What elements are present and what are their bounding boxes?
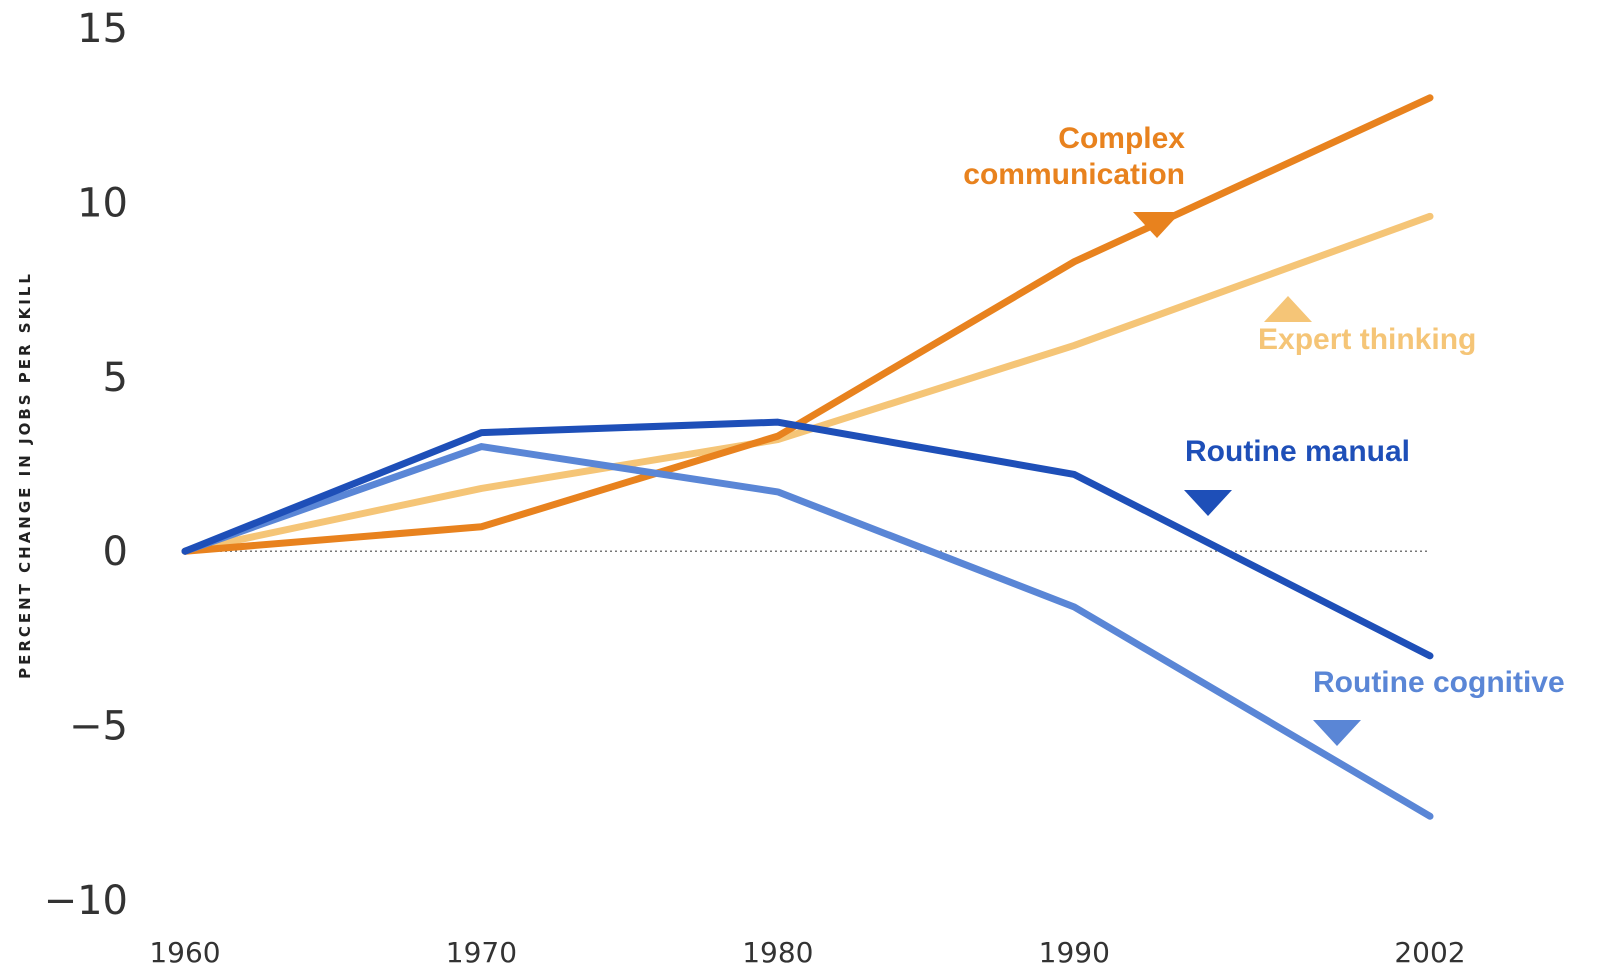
y-tick-label: 10 <box>77 180 128 226</box>
x-axis-ticks: 1960 1970 1980 1990 2002 <box>149 936 1465 969</box>
y-tick-label: 0 <box>103 529 128 575</box>
x-tick-label: 2002 <box>1394 936 1465 969</box>
x-tick-label: 1990 <box>1039 936 1110 969</box>
series-line <box>181 418 1434 660</box>
series-pointer-triangle <box>1264 296 1312 322</box>
x-tick-label: 1960 <box>149 936 220 969</box>
series-line <box>181 94 1434 555</box>
series-lines <box>181 94 1434 820</box>
y-axis-title: PERCENT CHANGE IN JOBS PER SKILL <box>16 271 34 679</box>
x-tick-label: 1970 <box>446 936 517 969</box>
y-axis-ticks: 15 10 5 0 −5 −10 <box>44 6 128 924</box>
y-tick-label: 5 <box>103 355 128 401</box>
y-tick-label: −5 <box>69 704 128 750</box>
y-tick-label: −10 <box>44 878 128 924</box>
series-pointer-triangle <box>1313 720 1361 746</box>
series-line <box>181 443 1434 820</box>
y-tick-label: 15 <box>77 6 128 52</box>
series-label: Routine cognitive <box>1313 666 1565 699</box>
x-tick-label: 1980 <box>742 936 813 969</box>
series-pointer-triangle <box>1184 490 1232 516</box>
series-label: communication <box>963 158 1185 191</box>
series-label: Complex <box>1058 122 1185 155</box>
series-label: Expert thinking <box>1258 323 1476 356</box>
series-pointer-triangle <box>1133 212 1181 238</box>
series-label: Routine manual <box>1185 435 1410 468</box>
y-axis-title-group: PERCENT CHANGE IN JOBS PER SKILL <box>16 271 34 679</box>
